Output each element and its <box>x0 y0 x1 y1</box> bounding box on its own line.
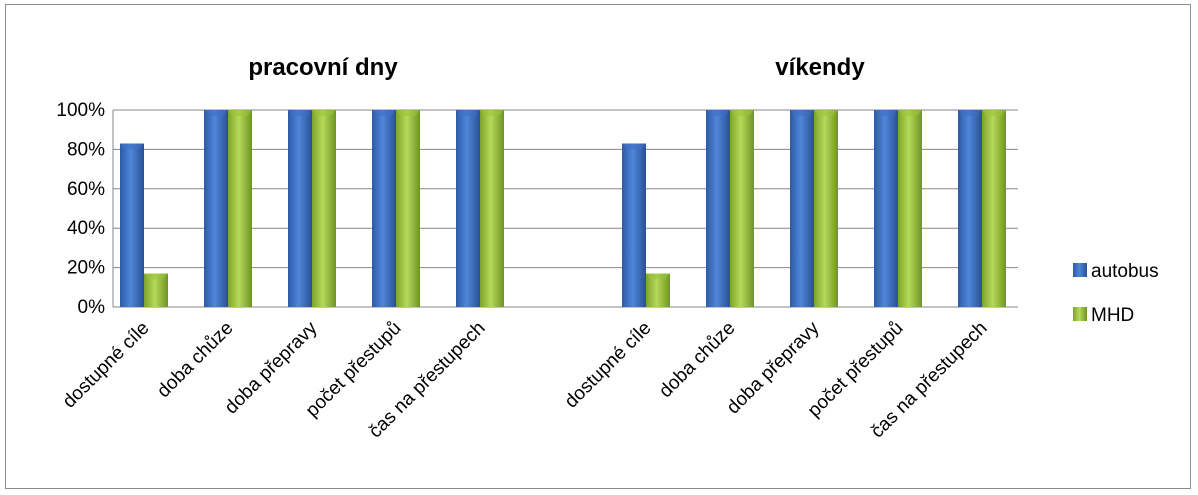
bar-mhd <box>814 110 838 307</box>
legend-swatch <box>1073 307 1087 321</box>
bar-mhd <box>312 110 336 307</box>
bar-cap <box>898 110 922 116</box>
legend-label: autobus <box>1091 261 1159 282</box>
x-tick-label: dostupné cíle <box>561 318 656 413</box>
bar-body <box>874 110 898 307</box>
bar-cap <box>204 110 228 116</box>
bar-body <box>120 143 144 307</box>
y-tick-label: 20% <box>67 258 105 279</box>
bar-body <box>622 143 646 307</box>
bar-body <box>228 110 252 307</box>
bar-cap <box>120 143 144 150</box>
bar-autobus <box>706 110 730 307</box>
bar-body <box>204 110 228 307</box>
bar-cap <box>372 110 396 116</box>
bar-mhd <box>730 110 754 307</box>
bar-cap <box>288 110 312 116</box>
y-axis: 0% 20% 40% 60% 80% 100% <box>56 100 114 318</box>
legend-swatch <box>1073 263 1087 277</box>
bar-autobus <box>120 143 144 307</box>
x-tick-label: doba chůze <box>655 318 739 402</box>
bar-cap <box>790 110 814 116</box>
bar-autobus <box>204 110 228 307</box>
legend: autobus MHD <box>1073 261 1159 326</box>
bar-body <box>456 110 480 307</box>
bar-mhd <box>646 273 670 307</box>
bar-autobus <box>456 110 480 307</box>
bar-autobus <box>622 143 646 307</box>
bar-autobus <box>874 110 898 307</box>
bar-autobus <box>372 110 396 307</box>
bar-body <box>396 110 420 307</box>
bar-cap <box>144 273 168 280</box>
bar-cap <box>706 110 730 116</box>
bar-mhd <box>144 273 168 307</box>
bar-body <box>480 110 504 307</box>
y-tick-label: 80% <box>67 139 105 160</box>
y-tick-label: 0% <box>78 297 106 318</box>
bar-cap <box>730 110 754 116</box>
panel-titles: pracovní dny víkendy <box>248 54 865 81</box>
panel-title: víkendy <box>775 54 865 81</box>
bar-body <box>958 110 982 307</box>
y-tick-label: 60% <box>67 179 105 200</box>
bar-body <box>790 110 814 307</box>
bar-body <box>372 110 396 307</box>
bar-cap <box>874 110 898 116</box>
bar-autobus <box>288 110 312 307</box>
bar-cap <box>622 143 646 150</box>
bar-cap <box>814 110 838 116</box>
bar-cap <box>396 110 420 116</box>
legend-label: MHD <box>1091 305 1134 326</box>
y-tick-label: 100% <box>56 100 105 121</box>
bars <box>120 110 1006 307</box>
bar-autobus <box>790 110 814 307</box>
bar-cap <box>958 110 982 116</box>
y-tick-label: 40% <box>67 218 105 239</box>
bar-mhd <box>898 110 922 307</box>
bar-body <box>706 110 730 307</box>
legend-item-mhd: MHD <box>1073 305 1134 326</box>
bar-cap <box>312 110 336 116</box>
bar-mhd <box>480 110 504 307</box>
bar-body <box>288 110 312 307</box>
chart-frame: 0% 20% 40% 60% 80% 100% dostupné cíle doba chů… <box>5 4 1191 489</box>
bar-body <box>730 110 754 307</box>
x-tick-label: doba chůze <box>153 318 237 402</box>
bar-body <box>814 110 838 307</box>
bar-cap <box>228 110 252 116</box>
bar-body <box>312 110 336 307</box>
chart-svg: 0%20%40%60%80%100% dostupné cíle doba chů… <box>56 54 1159 442</box>
bar-mhd <box>396 110 420 307</box>
bar-autobus <box>958 110 982 307</box>
bar-cap <box>480 110 504 116</box>
legend-item-autobus: autobus <box>1073 261 1159 282</box>
bar-cap <box>982 110 1006 116</box>
gridlines <box>113 109 1018 308</box>
bar-mhd <box>982 110 1006 307</box>
bar-body <box>898 110 922 307</box>
bar-cap <box>646 273 670 280</box>
x-tick-label: dostupné cíle <box>59 318 154 413</box>
panel-title: pracovní dny <box>248 54 398 81</box>
bar-cap <box>456 110 480 116</box>
bar-mhd <box>228 110 252 307</box>
bar-body <box>982 110 1006 307</box>
